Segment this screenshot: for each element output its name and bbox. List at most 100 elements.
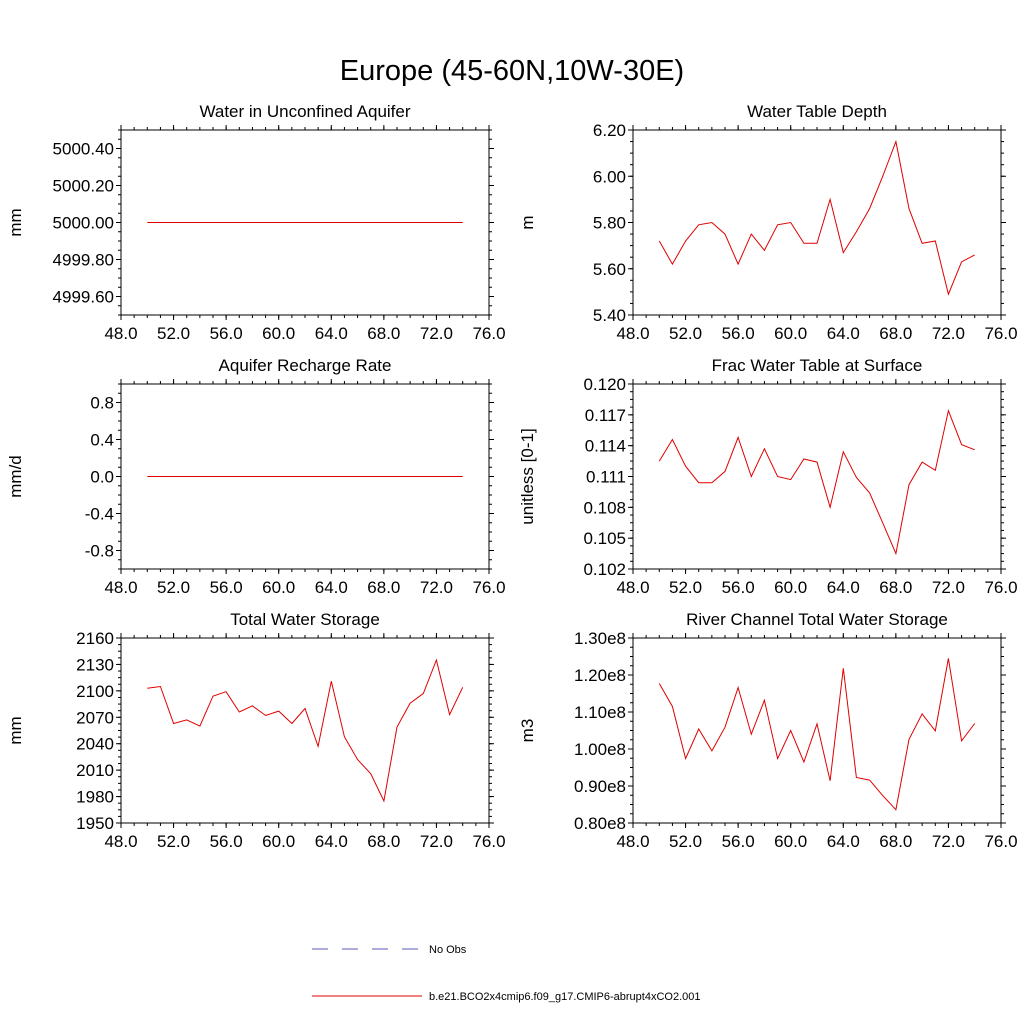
y-tick-label: 2010 bbox=[76, 761, 114, 780]
x-tick-label: 60.0 bbox=[774, 832, 807, 851]
legend: No Obs b.e21.BCO2x4cmip6.f09_g17.CMIP6-a… bbox=[312, 944, 701, 1003]
series-line bbox=[658, 139, 975, 296]
y-tick-label: 0.114 bbox=[585, 437, 626, 456]
y-tick-label: 1.20e8 bbox=[574, 666, 626, 685]
x-tick-label: 48.0 bbox=[104, 832, 137, 851]
y-tick-label: 0.4 bbox=[90, 431, 114, 450]
x-tick-label: 60.0 bbox=[262, 324, 295, 343]
y-tick-label: 5.60 bbox=[593, 260, 626, 279]
y-tick-label: 0.111 bbox=[586, 468, 626, 487]
y-tick-label: 1980 bbox=[76, 788, 114, 807]
y-tick-label: 0.80e8 bbox=[574, 814, 626, 833]
x-tick-label: 60.0 bbox=[262, 578, 295, 597]
y-axis-label: m3 bbox=[518, 719, 537, 743]
x-tick-label: 68.0 bbox=[367, 324, 400, 343]
x-tick-label: 52.0 bbox=[669, 324, 702, 343]
x-tick-label: 76.0 bbox=[984, 578, 1017, 597]
y-tick-label: 5000.40 bbox=[53, 140, 114, 159]
x-tick-label: 76.0 bbox=[984, 832, 1017, 851]
y-tick-label: 2160 bbox=[76, 629, 114, 648]
x-tick-label: 52.0 bbox=[157, 578, 190, 597]
x-tick-label: 76.0 bbox=[472, 324, 505, 343]
x-tick-label: 64.0 bbox=[827, 578, 860, 597]
x-tick-label: 68.0 bbox=[367, 578, 400, 597]
x-tick-label: 48.0 bbox=[104, 578, 137, 597]
x-tick-label: 64.0 bbox=[315, 324, 348, 343]
x-tick-label: 60.0 bbox=[774, 324, 807, 343]
y-tick-label: 0.117 bbox=[585, 406, 626, 425]
y-tick-label: 0.120 bbox=[583, 375, 626, 394]
x-tick-label: 72.0 bbox=[932, 832, 965, 851]
x-tick-label: 56.0 bbox=[210, 324, 243, 343]
y-tick-label: 2130 bbox=[76, 655, 114, 674]
x-tick-label: 52.0 bbox=[669, 832, 702, 851]
y-axis-label: m bbox=[518, 215, 537, 229]
x-tick-label: 68.0 bbox=[879, 324, 912, 343]
panel-title: Total Water Storage bbox=[230, 610, 380, 629]
figure-title: Europe (45-60N,10W-30E) bbox=[340, 55, 684, 87]
y-axis-label: mm bbox=[6, 716, 25, 744]
y-tick-label: 4999.60 bbox=[53, 288, 114, 307]
y-tick-label: 1.10e8 bbox=[574, 703, 626, 722]
panel-title: Aquifer Recharge Rate bbox=[219, 356, 392, 375]
y-tick-label: 0.108 bbox=[583, 498, 626, 517]
y-tick-label: 5000.00 bbox=[53, 214, 114, 233]
x-tick-label: 72.0 bbox=[420, 578, 453, 597]
y-tick-label: 0.105 bbox=[583, 529, 626, 548]
legend-label-model: b.e21.BCO2x4cmip6.f09_g17.CMIP6-abrupt4x… bbox=[429, 991, 701, 1003]
y-axis-label: mm bbox=[6, 208, 25, 236]
x-tick-label: 68.0 bbox=[879, 832, 912, 851]
panel-6: River Channel Total Water Storage m3 48.0 5… bbox=[518, 610, 1018, 851]
y-tick-label: 1950 bbox=[76, 814, 114, 833]
y-tick-label: 6.00 bbox=[593, 167, 626, 186]
panel-title: Frac Water Table at Surface bbox=[712, 356, 923, 375]
panel-5: Total Water Storage mm 48.0 52.0 56.0 60.0 64.… bbox=[6, 610, 506, 851]
y-tick-label: 5.80 bbox=[593, 214, 626, 233]
y-tick-label: 0.102 bbox=[583, 560, 626, 579]
x-tick-label: 72.0 bbox=[420, 832, 453, 851]
y-tick-label: 2070 bbox=[76, 708, 114, 727]
x-tick-label: 56.0 bbox=[722, 832, 755, 851]
plot-frame bbox=[632, 637, 1002, 824]
x-tick-label: 60.0 bbox=[262, 832, 295, 851]
x-tick-label: 76.0 bbox=[472, 832, 505, 851]
panel-2: Water Table Depth m 48.0 52.0 56.0 60.0 64.0 68… bbox=[518, 102, 1018, 343]
x-tick-label: 76.0 bbox=[984, 324, 1017, 343]
x-tick-label: 52.0 bbox=[157, 832, 190, 851]
series-line bbox=[147, 658, 464, 803]
y-tick-label: -0.8 bbox=[85, 542, 114, 561]
y-tick-label: 5.40 bbox=[593, 306, 626, 325]
x-tick-label: 60.0 bbox=[774, 578, 807, 597]
y-axis-label: unitless [0-1] bbox=[518, 428, 537, 524]
series-line bbox=[658, 658, 976, 811]
x-tick-label: 64.0 bbox=[827, 832, 860, 851]
x-tick-label: 76.0 bbox=[472, 578, 505, 597]
plot-frame bbox=[632, 383, 1002, 570]
x-tick-label: 64.0 bbox=[315, 832, 348, 851]
x-tick-label: 56.0 bbox=[210, 578, 243, 597]
x-tick-label: 48.0 bbox=[616, 578, 649, 597]
x-tick-label: 56.0 bbox=[722, 324, 755, 343]
x-tick-label: 52.0 bbox=[669, 578, 702, 597]
x-tick-label: 64.0 bbox=[827, 324, 860, 343]
y-tick-label: 0.90e8 bbox=[574, 777, 626, 796]
x-tick-label: 68.0 bbox=[879, 578, 912, 597]
panels: Water in Unconfined Aquifer mm 48.0 52.0 56.… bbox=[6, 102, 1018, 851]
x-tick-label: 72.0 bbox=[420, 324, 453, 343]
x-tick-label: 72.0 bbox=[932, 578, 965, 597]
panel-3: Aquifer Recharge Rate mm/d 48.0 52.0 56.0 60.… bbox=[6, 356, 506, 597]
y-tick-label: 6.20 bbox=[593, 121, 626, 140]
y-tick-label: 1.30e8 bbox=[574, 629, 626, 648]
y-tick-label: 2040 bbox=[76, 735, 114, 754]
x-tick-label: 56.0 bbox=[210, 832, 243, 851]
y-tick-label: 4999.80 bbox=[53, 251, 114, 270]
x-tick-label: 56.0 bbox=[722, 578, 755, 597]
panel-1: Water in Unconfined Aquifer mm 48.0 52.0 56.… bbox=[6, 102, 506, 343]
y-tick-label: -0.4 bbox=[85, 505, 114, 524]
panel-title: Water Table Depth bbox=[747, 102, 887, 121]
y-tick-label: 1.00e8 bbox=[574, 740, 626, 759]
y-tick-label: 5000.20 bbox=[53, 177, 114, 196]
y-tick-label: 0.0 bbox=[90, 468, 114, 487]
panel-title: Water in Unconfined Aquifer bbox=[199, 102, 410, 121]
